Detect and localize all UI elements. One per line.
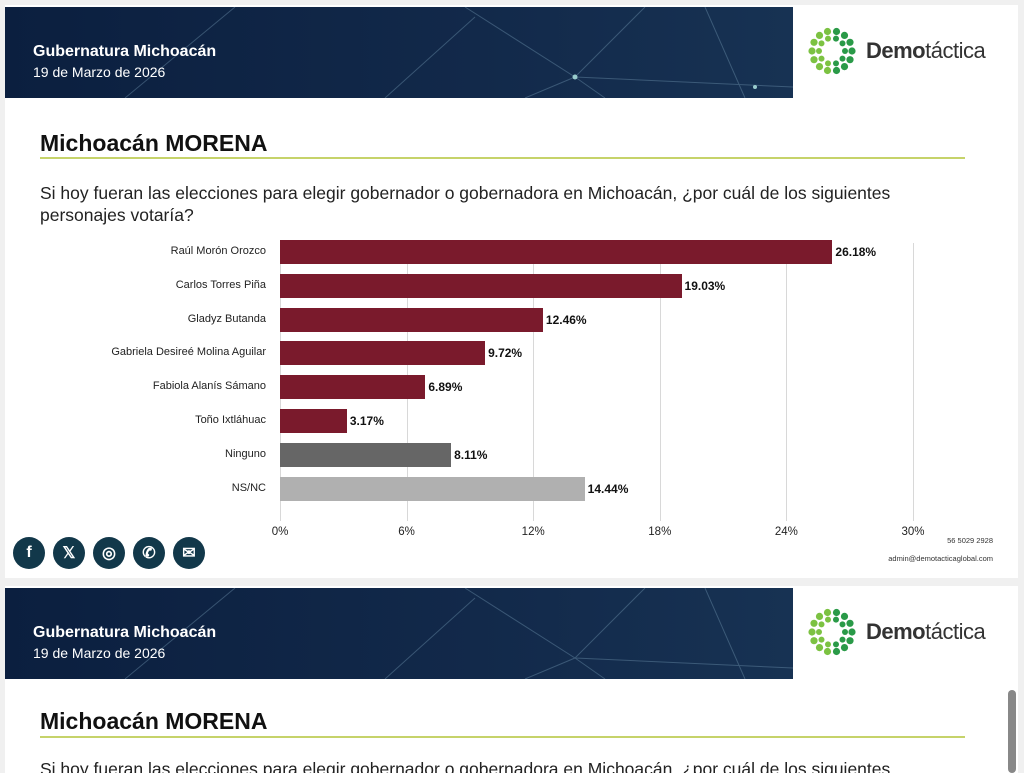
title-rule [40, 736, 965, 738]
x-tick-label: 24% [774, 526, 798, 538]
data-label: 8.11% [454, 447, 488, 462]
question-text: Si hoy fueran las elecciones para elegir… [40, 183, 891, 225]
category-label: Gabriela Desireé Molina Aguilar [111, 346, 266, 359]
email-icon[interactable]: ✉ [173, 537, 205, 569]
x-tick-label: 0% [271, 526, 289, 538]
category-label: Ninguno [225, 447, 266, 460]
banner-date: 19 de Marzo de 2026 [33, 64, 166, 80]
demotactica-logo: Demotáctica [808, 27, 986, 75]
social-icons: f 𝕏 ◎ ✆ ✉ [13, 537, 205, 569]
x-tick-label: 30% [901, 526, 925, 538]
scrollbar[interactable] [1008, 690, 1016, 773]
slide-title: Michoacán MORENA [40, 130, 268, 156]
slide-1: Gubernatura Michoacán 19 de Marzo de 202… [5, 5, 1018, 578]
category-label: Gladyz Butanda [187, 312, 266, 325]
banner-title: Gubernatura Michoacán [33, 43, 217, 60]
category-label: Raúl Morón Orozco [170, 245, 266, 257]
instagram-icon[interactable]: ◎ [93, 537, 125, 569]
network-background [124, 588, 793, 679]
logo-mark-icon [808, 608, 856, 656]
category-label: Carlos Torres Piña [175, 278, 266, 291]
contact-email: admin@demotacticaglobal.com [888, 554, 993, 563]
network-background [124, 7, 793, 98]
contact-phone: 56 5029 2928 [947, 536, 993, 545]
data-label: 26.18% [835, 245, 877, 259]
data-label: 3.17% [349, 414, 384, 428]
gridline [533, 243, 535, 521]
bar [280, 307, 543, 332]
x-tick-label: 18% [648, 526, 672, 538]
demotactica-logo: Demotáctica [808, 608, 986, 656]
data-label: 9.72% [488, 346, 523, 361]
category-label: NS/NC [231, 481, 266, 494]
data-label: 19.03% [684, 278, 726, 293]
bar [280, 273, 682, 298]
bar [280, 240, 833, 264]
gridline [786, 243, 788, 521]
x-tick-label: 6% [398, 526, 415, 538]
bar [280, 375, 426, 400]
banner-title: Gubernatura Michoacán [33, 624, 217, 641]
title-rule [40, 157, 965, 159]
facebook-icon[interactable]: f [13, 537, 45, 569]
logo-mark-icon [808, 27, 856, 75]
question-text: Si hoy fueran las elecciones para elegir… [40, 759, 891, 773]
header-banner: Gubernatura Michoacán 19 de Marzo de 202… [5, 7, 793, 98]
bar-chart: 0% 6% 12% 18% 24% 30% Raúl Morón Orozco 26.18% C… [5, 5, 1018, 578]
bar [280, 476, 585, 501]
category-label: Fabiola Alanís Sámano [152, 380, 266, 393]
x-tick-label: 12% [521, 526, 545, 538]
bar [280, 341, 486, 366]
gridline [659, 243, 661, 521]
gridline [913, 243, 914, 521]
category-label: Toño Ixtláhuac [195, 414, 266, 426]
data-label: 14.44% [587, 481, 629, 496]
bar [280, 442, 452, 467]
x-icon[interactable]: 𝕏 [53, 537, 85, 569]
banner-date: 19 de Marzo de 2026 [33, 645, 166, 661]
bar [280, 409, 347, 433]
phone-icon[interactable]: ✆ [133, 537, 165, 569]
data-label: 6.89% [428, 380, 463, 395]
slide-2: Gubernatura Michoacán 19 de Marzo de 202… [5, 586, 1018, 773]
header-banner: Gubernatura Michoacán 19 de Marzo de 202… [5, 588, 793, 679]
slide-title: Michoacán MORENA [40, 708, 268, 734]
data-label: 12.46% [545, 312, 587, 327]
